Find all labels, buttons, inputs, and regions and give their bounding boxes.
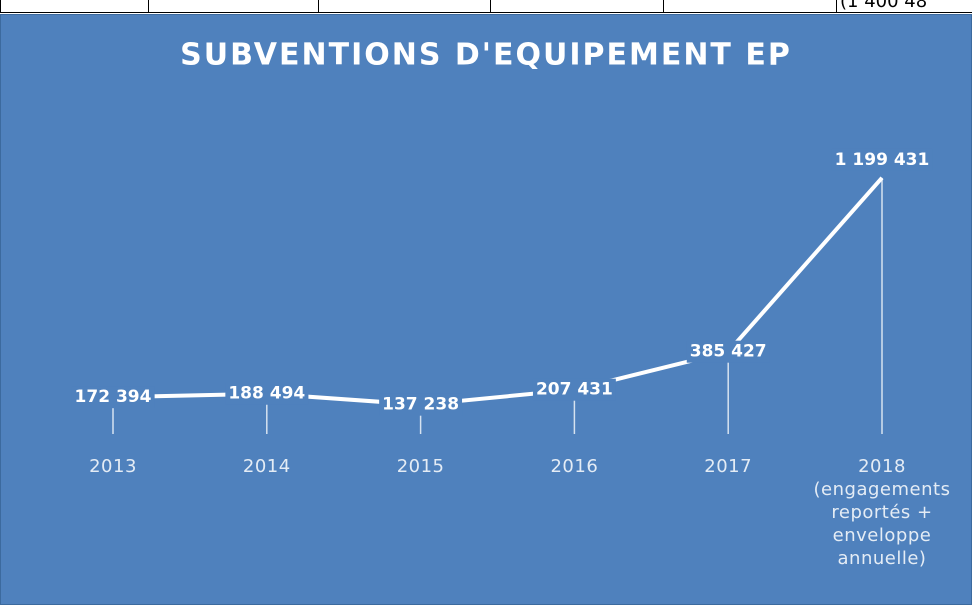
cell-border xyxy=(663,0,664,12)
cell-border xyxy=(490,0,491,12)
data-label-bg xyxy=(225,382,309,405)
cell-border xyxy=(318,0,319,12)
chart-background xyxy=(0,14,972,605)
table-fragment: (1 400 48 xyxy=(0,0,972,13)
data-label-bg xyxy=(686,340,770,363)
data-label: 1 199 431 xyxy=(835,150,930,170)
chart-title: SUBVENTIONS D'EQUIPEMENT EP xyxy=(180,38,792,73)
data-label: 137 238 xyxy=(382,395,459,415)
cell-border xyxy=(148,0,149,12)
x-tick-label: 2013 xyxy=(89,456,137,477)
x-tick-label: 2018 (engagements reportés + enveloppe a… xyxy=(813,456,951,569)
data-label: 207 431 xyxy=(536,380,613,400)
data-label-bg xyxy=(379,393,463,416)
data-label-bg xyxy=(831,148,933,171)
data-label: 188 494 xyxy=(228,384,305,404)
data-label: 172 394 xyxy=(75,387,152,407)
x-tick-label: 2014 xyxy=(242,456,291,477)
x-tick-label: 2015 xyxy=(396,456,445,477)
cell-border xyxy=(0,0,1,12)
cell-text: (1 400 48 xyxy=(840,0,928,12)
x-tick-label: 2017 xyxy=(704,456,753,477)
data-label-bg xyxy=(532,378,616,401)
data-label: 385 427 xyxy=(690,342,767,362)
x-tick-label: 2016 xyxy=(550,456,599,477)
cell-border xyxy=(836,0,837,12)
data-label-bg xyxy=(71,386,155,409)
chart: SUBVENTIONS D'EQUIPEMENT EP 172 394 188 4… xyxy=(0,14,972,605)
